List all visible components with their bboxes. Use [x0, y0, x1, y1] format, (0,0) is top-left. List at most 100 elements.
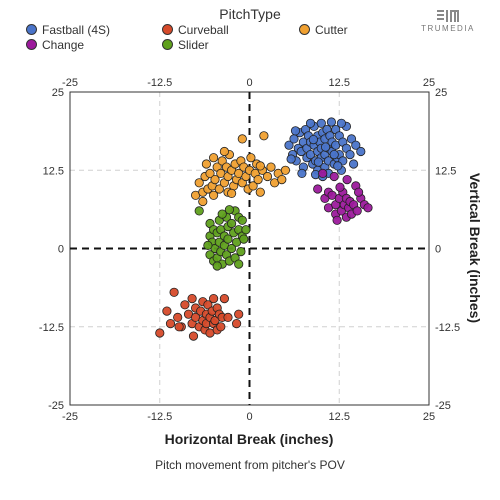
point-change — [318, 168, 328, 178]
point-slider — [217, 209, 227, 219]
point-fastball-4s — [320, 142, 331, 152]
point-curveball — [219, 293, 229, 304]
point-fastball-4s — [305, 118, 316, 128]
point-curveball — [173, 312, 183, 322]
zero-lines — [70, 92, 429, 405]
legend-label-curveball: Curveball — [178, 23, 229, 37]
point-curveball — [223, 312, 233, 322]
point-fastball-4s — [345, 150, 355, 160]
x-tick-label-bottom: 12.5 — [329, 411, 350, 423]
point-slider — [227, 218, 237, 229]
point-fastball-4s — [286, 154, 296, 164]
point-slider — [203, 240, 213, 250]
point-fastball-4s — [333, 161, 343, 171]
point-cutter — [214, 184, 224, 194]
y-tick-label-right: -12.5 — [435, 322, 460, 334]
point-cutter — [246, 153, 256, 163]
point-fastball-4s — [348, 159, 359, 169]
point-slider — [237, 215, 247, 225]
point-change — [313, 184, 323, 194]
legend: Fastball (4S) Change Curveball Slider Cu… — [26, 23, 406, 55]
y-tick-label-left: 0 — [58, 244, 64, 256]
y-tick-label-left: 25 — [52, 87, 64, 99]
y-tick-label-left: -12.5 — [39, 322, 64, 334]
point-change — [363, 203, 373, 213]
point-cutter — [198, 196, 208, 207]
point-cutter — [262, 171, 273, 182]
point-cutter — [255, 187, 265, 197]
point-change — [352, 206, 362, 216]
point-fastball-4s — [351, 140, 361, 150]
point-slider — [234, 259, 244, 269]
point-slider — [236, 247, 246, 257]
point-change — [353, 187, 364, 197]
point-change — [332, 215, 342, 225]
x-tick-label-bottom: -12.5 — [147, 411, 172, 423]
point-change — [342, 175, 352, 185]
point-cutter — [237, 134, 247, 144]
y-tick-label-right: 12.5 — [435, 165, 456, 177]
data-points — [155, 117, 373, 341]
legend-marker-change — [26, 39, 37, 50]
point-curveball — [169, 287, 179, 297]
point-fastball-4s — [290, 126, 301, 136]
point-curveball — [180, 300, 190, 310]
legend-item-fastball: Fastball (4S) — [26, 23, 110, 37]
legend-label-fastball: Fastball (4S) — [42, 23, 111, 37]
point-slider — [224, 205, 234, 215]
trumedia-logo-text: TRUMEDIA — [421, 24, 475, 33]
x-tick-label-top: -25 — [62, 77, 78, 89]
x-tick-label-top: 0 — [246, 77, 252, 89]
x-tick-label-bottom: 0 — [246, 411, 252, 423]
point-slider — [239, 234, 249, 244]
point-change — [329, 171, 339, 182]
point-slider — [194, 206, 204, 216]
point-fastball-4s — [326, 117, 336, 127]
point-curveball — [155, 328, 165, 338]
point-cutter — [259, 131, 269, 141]
y-tick-label-right: 25 — [435, 87, 447, 99]
legend-item-cutter: Cutter — [299, 23, 348, 37]
point-cutter — [248, 181, 258, 191]
point-slider — [241, 225, 251, 235]
point-slider — [223, 234, 233, 244]
x-tick-label-top: 25 — [423, 77, 435, 89]
point-cutter — [210, 175, 220, 185]
x-axis-label: Horizontal Break (inches) — [165, 431, 334, 447]
x-tick-label-top: 12.5 — [329, 77, 350, 89]
y-tick-label-right: 0 — [435, 244, 441, 256]
point-fastball-4s — [284, 140, 294, 150]
point-cutter — [194, 178, 204, 188]
point-curveball — [209, 293, 219, 304]
point-cutter — [209, 190, 219, 200]
legend-marker-slider — [162, 39, 173, 50]
point-cutter — [280, 165, 290, 175]
y-tick-label-right: -25 — [435, 400, 451, 412]
point-change — [335, 182, 345, 192]
point-curveball — [232, 318, 242, 329]
point-cutter — [217, 156, 227, 166]
legend-item-change: Change — [26, 38, 84, 52]
x-tick-label-bottom: 25 — [423, 411, 435, 423]
point-cutter — [209, 153, 219, 163]
legend-marker-cutter — [299, 24, 310, 35]
y-tick-label-left: 12.5 — [43, 165, 64, 177]
point-slider — [212, 261, 222, 271]
legend-marker-fastball — [26, 24, 37, 35]
legend-marker-curveball — [162, 24, 173, 35]
legend-item-slider: Slider — [162, 38, 209, 52]
point-curveball — [234, 309, 244, 319]
point-fastball-4s — [329, 150, 339, 160]
point-curveball — [203, 300, 213, 310]
point-fastball-4s — [356, 146, 366, 157]
point-curveball — [187, 293, 197, 304]
point-cutter — [227, 188, 237, 198]
point-curveball — [174, 322, 184, 332]
point-fastball-4s — [297, 168, 307, 178]
legend-item-curveball: Curveball — [162, 23, 229, 37]
legend-label-slider: Slider — [178, 38, 209, 52]
point-fastball-4s — [346, 134, 357, 144]
trumedia-logo: TRUMEDIA — [420, 10, 476, 40]
point-fastball-4s — [336, 118, 346, 128]
